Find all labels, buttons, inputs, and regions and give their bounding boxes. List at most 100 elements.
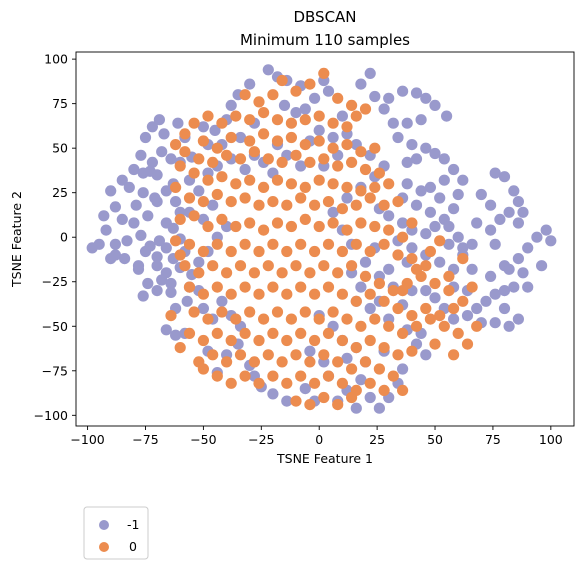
data-point (508, 185, 520, 197)
data-point (452, 327, 464, 339)
data-point (137, 290, 149, 302)
data-point (174, 342, 186, 354)
data-point (299, 181, 311, 193)
data-point (420, 92, 432, 104)
data-point (239, 238, 251, 250)
data-point (244, 78, 256, 90)
data-point (309, 199, 321, 211)
data-point (309, 377, 321, 389)
data-point (244, 174, 256, 186)
data-point (313, 174, 325, 186)
data-point (230, 220, 242, 233)
data-point (429, 99, 441, 111)
data-point (461, 310, 474, 322)
data-point (170, 139, 182, 151)
data-point (322, 327, 335, 339)
data-point (167, 222, 179, 234)
data-point (383, 263, 395, 275)
data-point (471, 302, 483, 315)
data-point (341, 139, 353, 151)
data-point (322, 196, 335, 208)
data-point (225, 196, 237, 208)
x-tick-label: 0 (315, 432, 323, 447)
data-point (221, 149, 233, 161)
data-point (258, 128, 270, 140)
legend-marker-noise (99, 520, 109, 530)
data-point (332, 92, 344, 104)
data-point (271, 306, 284, 318)
data-point (253, 377, 265, 389)
data-point (202, 174, 214, 186)
data-point (522, 281, 534, 293)
data-point (420, 228, 432, 240)
data-point (448, 349, 460, 361)
data-point (336, 245, 348, 258)
data-point (183, 327, 196, 339)
data-point (225, 99, 237, 111)
data-point (452, 188, 464, 201)
data-point (350, 342, 362, 354)
data-point (369, 313, 381, 325)
data-point (299, 103, 311, 115)
data-point (142, 210, 154, 222)
data-point (239, 163, 251, 176)
series-cluster-0 (165, 67, 483, 411)
data-point (457, 174, 469, 186)
data-point (216, 117, 228, 129)
data-point (355, 146, 367, 158)
data-point (443, 238, 455, 250)
data-point (156, 146, 168, 158)
data-point (244, 114, 256, 126)
data-point (188, 117, 200, 129)
data-point (373, 363, 385, 375)
data-point (373, 402, 385, 414)
data-point (420, 285, 432, 297)
data-point (434, 235, 446, 247)
data-point (170, 235, 182, 247)
data-point (139, 245, 152, 258)
data-point (397, 231, 409, 243)
data-point (332, 267, 344, 279)
x-tick-label: −100 (70, 432, 104, 447)
data-point (383, 224, 395, 236)
data-point (503, 320, 515, 332)
data-point (517, 267, 529, 279)
data-point (434, 310, 446, 322)
data-point (429, 338, 441, 350)
data-point (410, 199, 423, 211)
data-point (485, 224, 497, 236)
y-axis: −100 −75 −50 −25 0 25 50 75 100 (34, 52, 76, 423)
data-point (299, 114, 311, 126)
data-point (281, 395, 293, 407)
data-point (234, 260, 247, 272)
y-axis-label: TSNE Feature 2 (9, 191, 24, 288)
data-point (225, 131, 237, 144)
x-tick-label: 25 (369, 432, 385, 447)
data-point (244, 306, 256, 318)
legend-box (83, 506, 149, 560)
data-point (262, 260, 274, 272)
data-point (401, 178, 413, 190)
data-point (378, 295, 390, 307)
data-point (545, 235, 557, 247)
data-point (281, 245, 293, 258)
data-point (290, 395, 302, 407)
data-point (295, 238, 307, 250)
data-point (295, 327, 307, 339)
data-point (355, 374, 367, 386)
data-point (211, 370, 223, 382)
data-point (174, 249, 186, 261)
data-point (230, 110, 242, 122)
data-point (239, 192, 251, 204)
data-point (267, 281, 279, 293)
data-point (276, 356, 288, 368)
data-point (216, 171, 228, 183)
data-point (193, 153, 205, 165)
data-point (448, 313, 460, 325)
data-point (281, 199, 293, 211)
data-point (105, 185, 117, 197)
data-point (109, 201, 121, 213)
data-point (318, 260, 330, 272)
data-point (139, 131, 152, 144)
data-point (262, 153, 274, 165)
